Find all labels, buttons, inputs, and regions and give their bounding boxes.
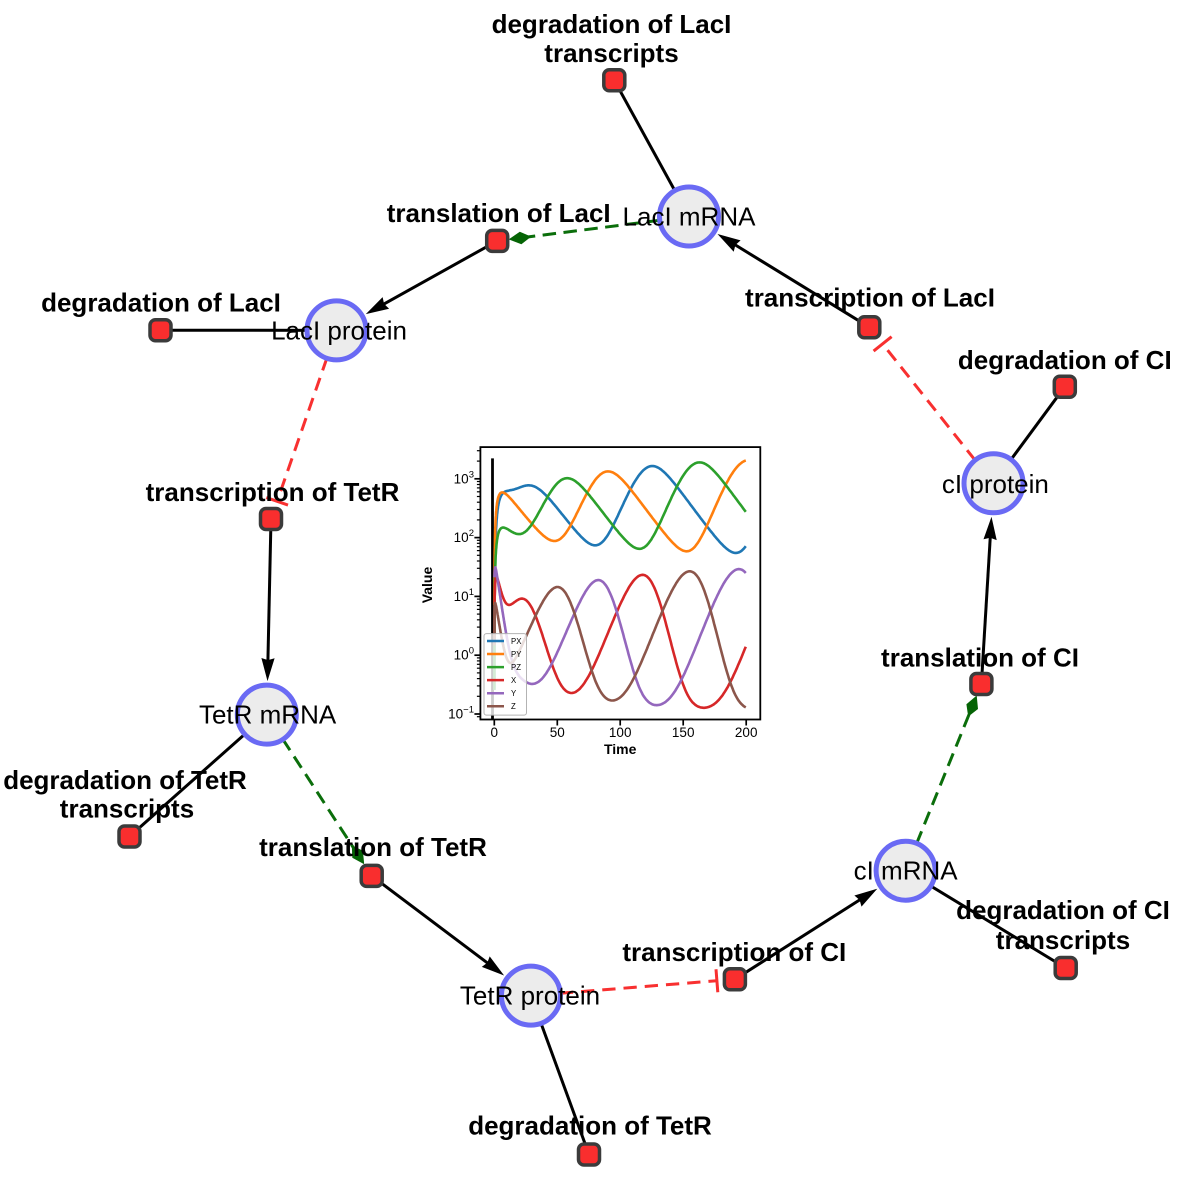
- svg-text:transcription of CI: transcription of CI: [622, 937, 846, 967]
- svg-text:transcripts: transcripts: [60, 794, 194, 824]
- svg-text:degradation of CI: degradation of CI: [958, 345, 1172, 375]
- svg-text:50: 50: [550, 725, 565, 740]
- svg-text:TetR mRNA: TetR mRNA: [199, 700, 337, 730]
- svg-text:transcripts: transcripts: [996, 925, 1130, 955]
- svg-text:X: X: [511, 676, 517, 685]
- svg-text:TetR protein: TetR protein: [460, 981, 600, 1011]
- svg-text:degradation of LacI: degradation of LacI: [492, 9, 732, 39]
- svg-text:PY: PY: [511, 650, 522, 659]
- svg-text:100: 100: [609, 725, 632, 740]
- svg-text:cI protein: cI protein: [942, 469, 1049, 499]
- svg-text:degradation of LacI: degradation of LacI: [41, 288, 281, 318]
- svg-text:degradation of TetR: degradation of TetR: [468, 1111, 712, 1141]
- svg-text:degradation of CI: degradation of CI: [956, 895, 1170, 925]
- svg-text:0: 0: [491, 725, 499, 740]
- svg-text:Time: Time: [604, 741, 637, 757]
- svg-text:200: 200: [735, 725, 758, 740]
- svg-text:degradation of TetR: degradation of TetR: [3, 765, 247, 795]
- svg-text:translation of LacI: translation of LacI: [387, 198, 611, 228]
- svg-text:LacI protein: LacI protein: [271, 315, 407, 345]
- svg-text:translation of TetR: translation of TetR: [259, 832, 487, 862]
- svg-text:Value: Value: [419, 567, 435, 604]
- svg-text:transcription of TetR: transcription of TetR: [146, 477, 400, 507]
- svg-text:translation of CI: translation of CI: [881, 643, 1079, 673]
- svg-text:transcripts: transcripts: [544, 38, 678, 68]
- svg-text:transcription of LacI: transcription of LacI: [745, 283, 995, 313]
- svg-text:PZ: PZ: [511, 663, 521, 672]
- svg-text:Y: Y: [511, 689, 517, 698]
- svg-text:cI mRNA: cI mRNA: [854, 856, 959, 886]
- svg-text:150: 150: [672, 725, 695, 740]
- svg-text:PX: PX: [511, 637, 522, 646]
- svg-text:Z: Z: [511, 702, 516, 711]
- svg-text:LacI mRNA: LacI mRNA: [623, 202, 757, 232]
